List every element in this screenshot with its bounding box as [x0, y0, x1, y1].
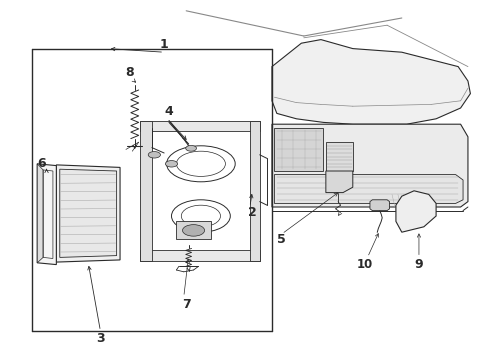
- Polygon shape: [37, 164, 56, 265]
- Polygon shape: [326, 142, 353, 171]
- Polygon shape: [274, 175, 463, 203]
- Ellipse shape: [182, 225, 205, 236]
- Text: 3: 3: [96, 332, 105, 345]
- Polygon shape: [396, 191, 436, 232]
- Text: 6: 6: [37, 157, 46, 170]
- Polygon shape: [250, 121, 260, 261]
- Polygon shape: [140, 250, 260, 261]
- Ellipse shape: [172, 200, 230, 232]
- Polygon shape: [176, 221, 211, 239]
- Text: 10: 10: [357, 258, 373, 271]
- Ellipse shape: [186, 145, 196, 151]
- Text: 5: 5: [277, 233, 286, 246]
- Text: 8: 8: [125, 66, 134, 78]
- Text: 2: 2: [248, 206, 257, 219]
- Polygon shape: [140, 121, 152, 261]
- Polygon shape: [37, 164, 43, 263]
- Polygon shape: [326, 171, 353, 193]
- Ellipse shape: [165, 161, 177, 167]
- Text: 1: 1: [160, 39, 169, 51]
- Text: 7: 7: [182, 298, 191, 311]
- Polygon shape: [274, 128, 323, 171]
- Text: 9: 9: [415, 258, 423, 271]
- Polygon shape: [272, 124, 468, 207]
- Polygon shape: [60, 169, 117, 257]
- Ellipse shape: [148, 152, 161, 158]
- Ellipse shape: [167, 146, 235, 182]
- Polygon shape: [370, 200, 390, 211]
- Polygon shape: [56, 165, 120, 262]
- Polygon shape: [140, 121, 260, 131]
- Polygon shape: [272, 40, 470, 124]
- Text: 4: 4: [165, 105, 173, 118]
